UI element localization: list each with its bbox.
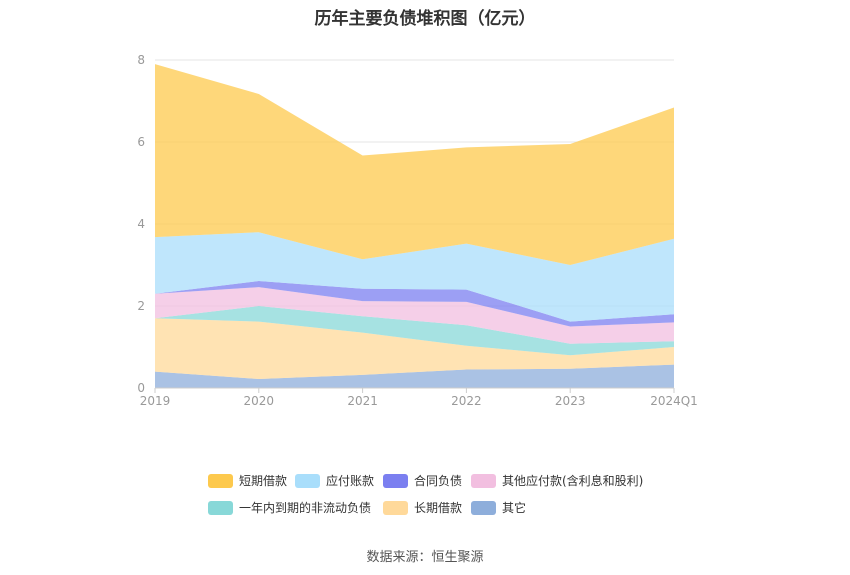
area-series [155, 306, 674, 356]
legend-label: 合同负债 [414, 474, 463, 488]
y-tick-label: 4 [137, 217, 145, 231]
x-tick-label: 2021 [347, 394, 378, 408]
area-series [155, 364, 674, 388]
legend-swatch [295, 473, 320, 488]
y-tick-label: 8 [137, 53, 145, 67]
legend-item[interactable]: 长期借款 [383, 499, 462, 516]
legend-label: 其它 [502, 501, 527, 515]
legend-label: 长期借款 [414, 501, 463, 515]
legend-label: 其他应付款(含利息和股利) [502, 474, 644, 488]
legend-label: 应付账款 [326, 474, 375, 488]
legend-label: 短期借款 [239, 474, 288, 488]
legend-swatch [383, 473, 408, 488]
chart-title: 历年主要负债堆积图（亿元） [314, 9, 536, 29]
x-tick-label: 2024Q1 [650, 394, 698, 408]
y-tick-label: 6 [137, 135, 145, 149]
legend-swatch [471, 473, 496, 488]
area-series [155, 232, 674, 322]
legend-item[interactable]: 其它 [471, 499, 526, 516]
legend-swatch [471, 500, 496, 515]
x-tick-label: 2019 [140, 394, 171, 408]
y-tick-label: 0 [137, 381, 145, 395]
legend-item[interactable]: 其他应付款(含利息和股利) [471, 472, 643, 489]
y-tick-label: 2 [137, 299, 145, 313]
legend-item[interactable]: 短期借款 [208, 472, 287, 489]
legend-item[interactable]: 一年内到期的非流动负债 [208, 499, 371, 516]
x-tick-label: 2020 [244, 394, 275, 408]
area-series [155, 318, 674, 379]
area-series [155, 64, 674, 265]
legend-swatch [383, 500, 408, 515]
legend-item[interactable]: 合同负债 [383, 472, 462, 489]
legend-item[interactable]: 应付账款 [295, 472, 374, 489]
legend-swatch [208, 473, 233, 488]
legend-swatch [208, 500, 233, 515]
legend-label: 一年内到期的非流动负债 [239, 501, 372, 515]
area-series [155, 287, 674, 344]
data-source: 数据来源：恒生聚源 [366, 550, 484, 565]
x-tick-label: 2023 [555, 394, 586, 408]
area-series [155, 280, 674, 327]
x-tick-label: 2022 [451, 394, 482, 408]
